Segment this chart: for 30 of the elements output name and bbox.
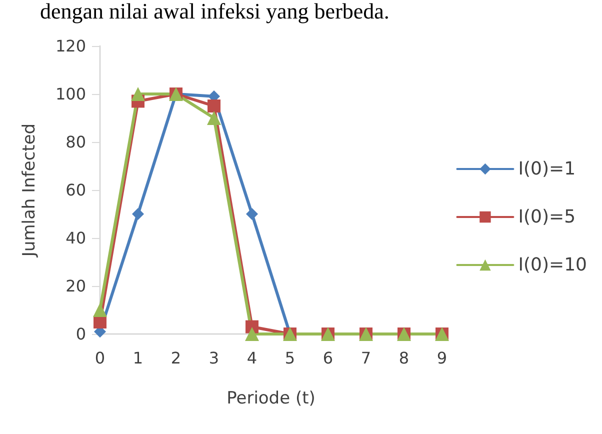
- legend-label: I(0)=5: [518, 206, 576, 228]
- x-tick-label: 5: [284, 348, 296, 368]
- y-tick-label: 20: [66, 276, 86, 296]
- y-axis-title: Jumlah Infected: [20, 123, 40, 258]
- y-tick-label: 60: [66, 180, 86, 200]
- x-tick-label: 1: [132, 348, 144, 368]
- x-axis-title: Periode (t): [226, 388, 316, 408]
- point: [131, 87, 145, 101]
- x-tick-label: 8: [398, 348, 410, 368]
- point: [132, 208, 144, 220]
- text: dengan nilai awal infeksi yang berbeda.: [40, 0, 390, 24]
- point: [245, 327, 259, 341]
- x-tick-label: 7: [360, 348, 372, 368]
- x-tick-label: 2: [170, 348, 182, 368]
- y-tick-label: 40: [66, 228, 86, 248]
- x-tick-label: 9: [436, 348, 448, 368]
- x-tick-label: 0: [94, 348, 106, 368]
- y-tick-label: 120: [55, 36, 86, 56]
- y-tick-label: 100: [55, 84, 86, 104]
- x-tick-label: 3: [208, 348, 220, 368]
- x-tick-label: 4: [246, 348, 258, 368]
- point: [246, 208, 258, 220]
- point: [208, 100, 220, 112]
- x-tick-label: 6: [322, 348, 334, 368]
- point: [207, 111, 221, 125]
- legend-label: I(0)=1: [518, 158, 576, 180]
- y-tick-label: 0: [76, 324, 86, 344]
- y-tick-label: 80: [66, 132, 86, 152]
- point: [93, 303, 107, 317]
- legend-label: I(0)=10: [518, 254, 588, 276]
